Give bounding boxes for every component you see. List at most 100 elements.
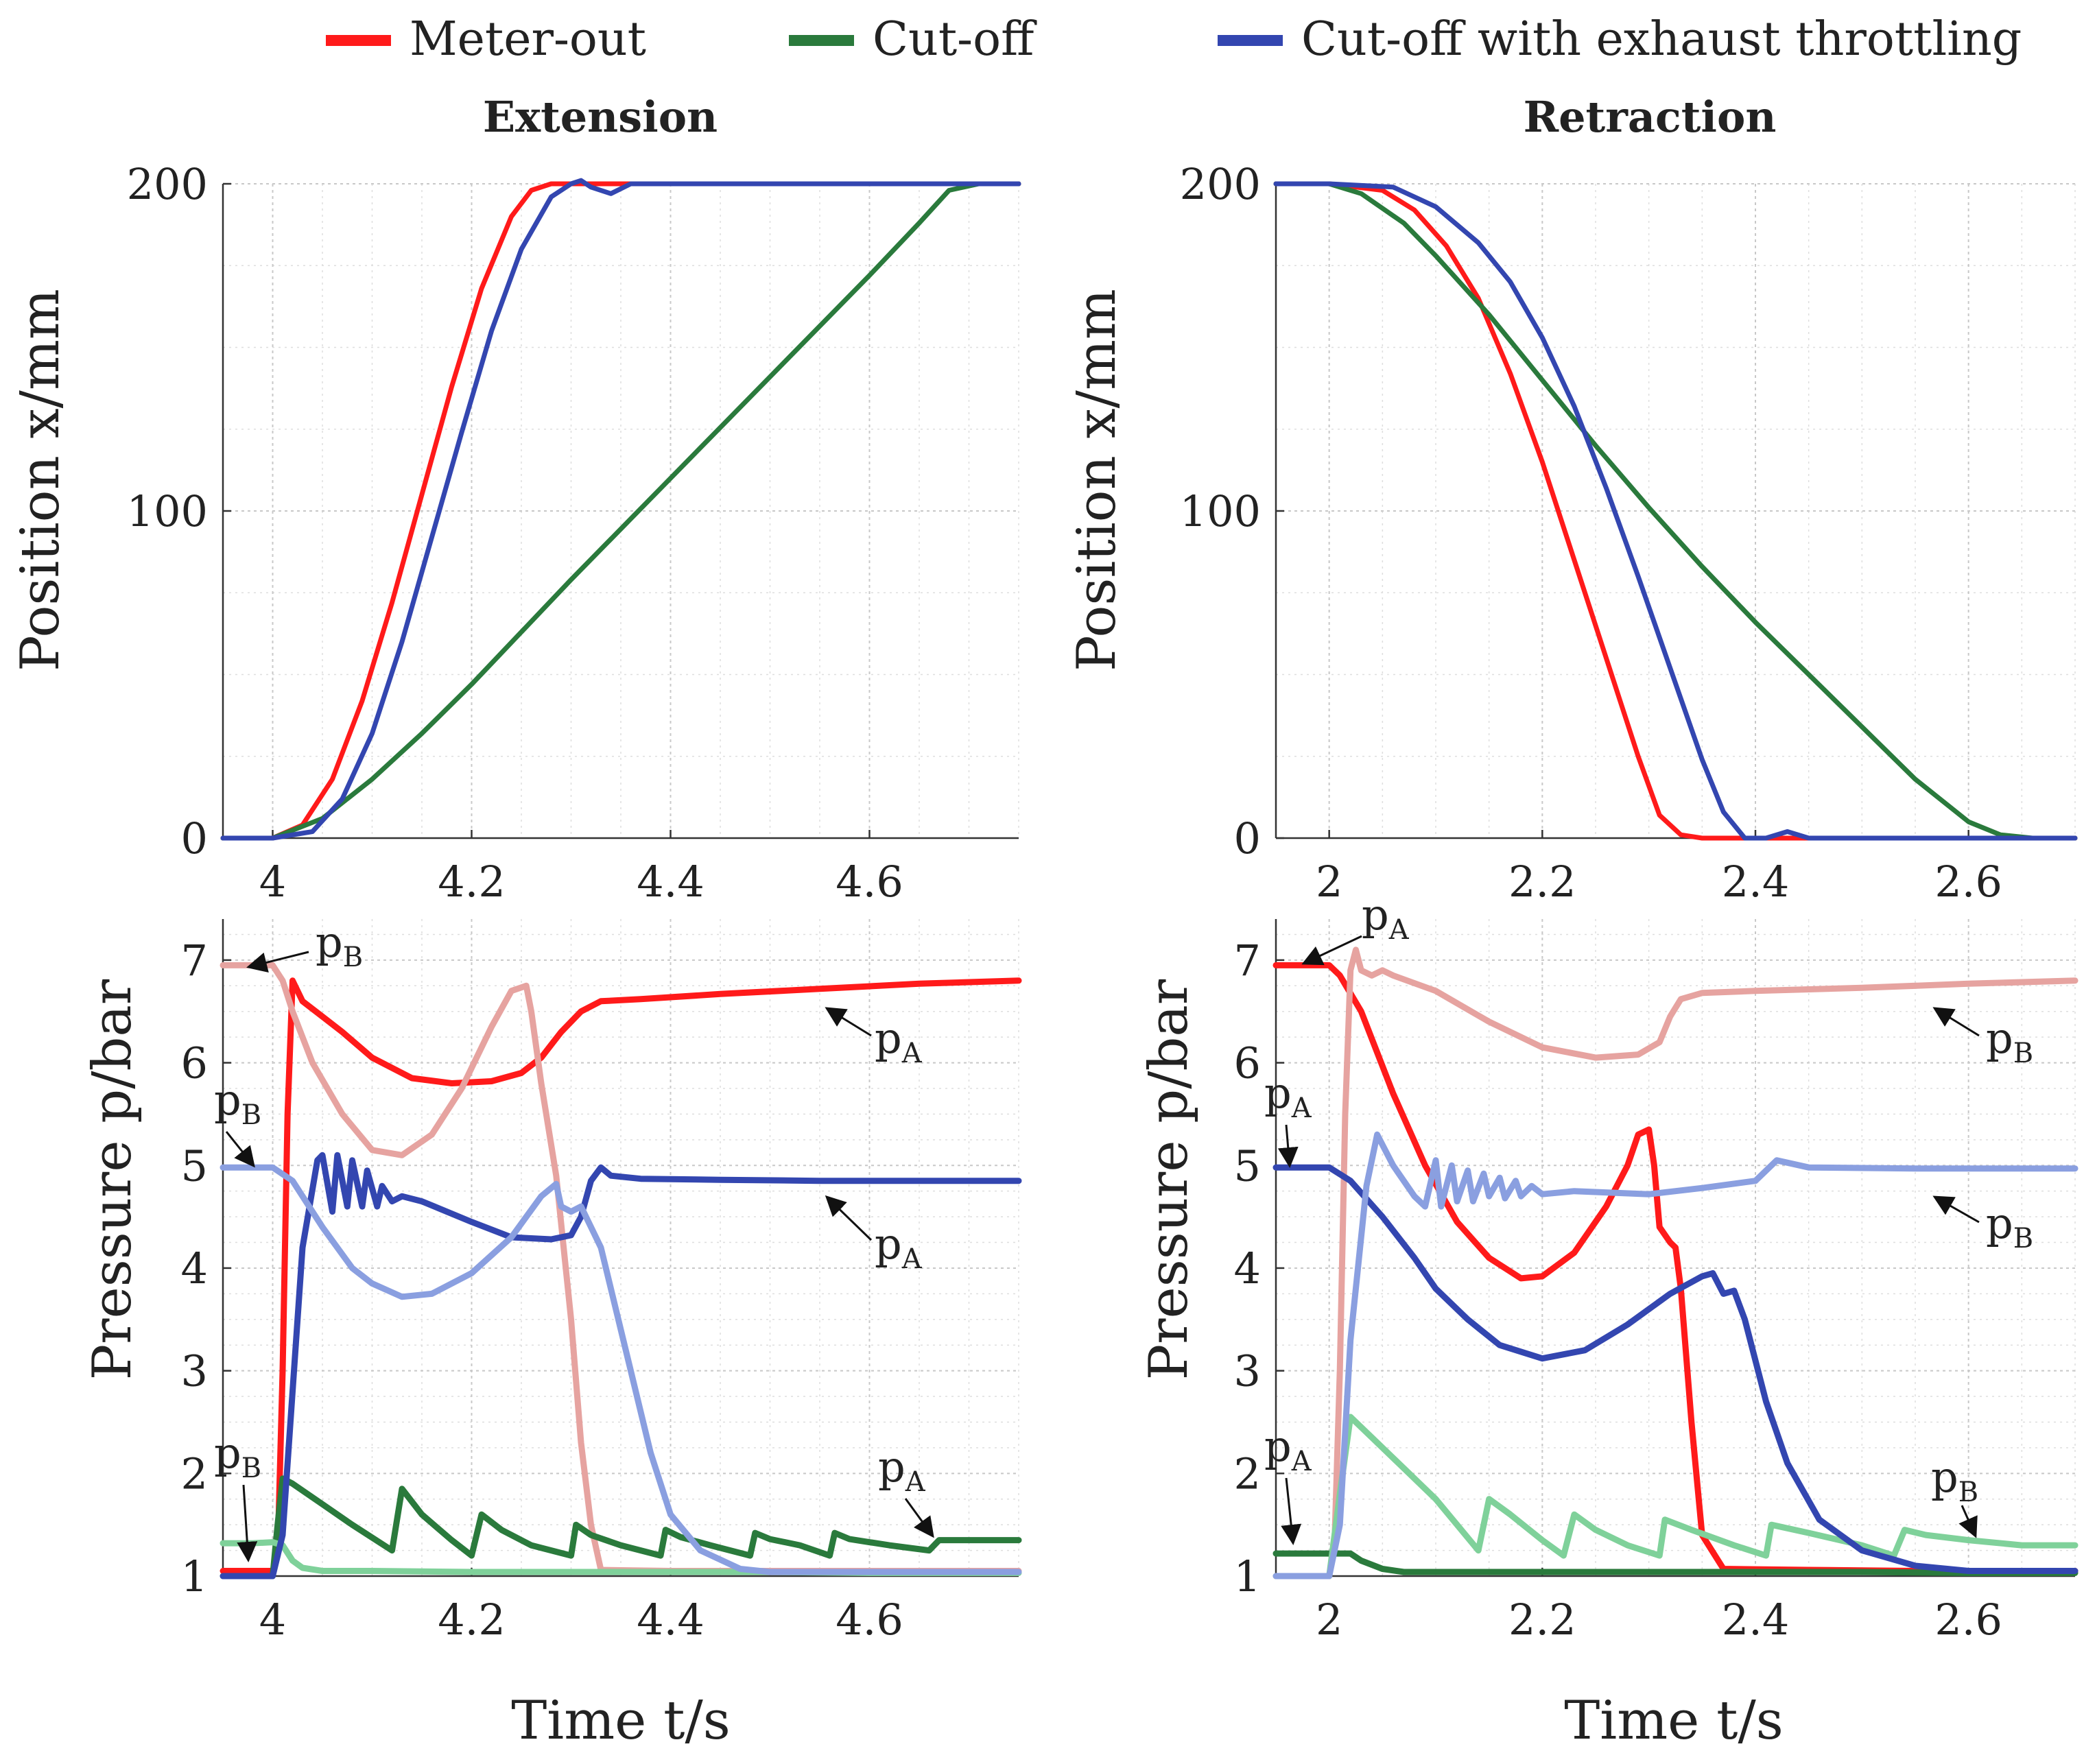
y-tick-label: 5 xyxy=(181,1141,208,1191)
annotation-subscript: B xyxy=(241,1099,261,1131)
x-tick-label: 2.6 xyxy=(1934,857,2002,907)
annotation-subscript: A xyxy=(901,1243,923,1275)
legend-label-meter-out: Meter-out xyxy=(410,12,646,67)
annotation-arrow xyxy=(225,1131,255,1168)
annotation-arrow xyxy=(904,1498,934,1538)
ext-pressure-ylabel: Pressure p/bar xyxy=(82,979,143,1380)
annotation-label: pA xyxy=(1362,890,1410,946)
annotation-p: p xyxy=(875,1219,902,1269)
ext-time-xlabel: Time t/s xyxy=(511,1690,731,1752)
y-tick-label: 7 xyxy=(1234,935,1261,986)
annotation-label: pA xyxy=(1264,1068,1312,1124)
series-line-throttle-pb xyxy=(220,1164,1022,1575)
annotation-label: pB xyxy=(316,917,363,973)
x-tick-label: 2.4 xyxy=(1722,857,1790,907)
y-tick-label: 4 xyxy=(1234,1243,1261,1294)
y-tick-label: 7 xyxy=(181,935,208,986)
annotation-arrow xyxy=(1301,935,1362,966)
x-tick-label: 4.2 xyxy=(438,1595,506,1645)
x-tick-label: 2 xyxy=(1316,857,1342,907)
annotation-p: p xyxy=(1931,1452,1958,1502)
x-tick-label: 4.4 xyxy=(637,1595,704,1645)
y-tick-label: 200 xyxy=(127,159,208,209)
series-line-cut-off-with-exhaust-throttling xyxy=(1273,181,2078,841)
retraction-title: Retraction xyxy=(1524,92,1777,142)
series-line-cut-off-pb xyxy=(1272,1414,2079,1580)
annotation-label: pA xyxy=(875,1013,923,1069)
series-line-cut-off-with-exhaust-throttling xyxy=(220,178,1021,841)
y-tick-label: 1 xyxy=(1234,1551,1261,1601)
annotation-p: p xyxy=(1986,1013,2013,1063)
annotation-subscript: A xyxy=(1388,914,1410,946)
annotation-subscript: B xyxy=(2013,1038,2033,1069)
annotation-p: p xyxy=(1264,1068,1292,1118)
y-tick-label: 2 xyxy=(1234,1449,1261,1499)
annotation-p: p xyxy=(1362,890,1389,940)
y-tick-label: 6 xyxy=(1234,1038,1261,1088)
ext-position-ylabel: Position x/mm xyxy=(10,289,71,671)
annotation-p: p xyxy=(1986,1198,2013,1248)
y-tick-label: 1 xyxy=(181,1551,208,1601)
x-tick-label: 4.6 xyxy=(836,1595,903,1645)
annotation-p: p xyxy=(214,1428,241,1478)
annotation-arrow xyxy=(246,951,309,973)
series-line-meter-out-pb xyxy=(1272,946,2079,1580)
x-tick-label: 2.4 xyxy=(1722,1595,1790,1645)
annotation-p: p xyxy=(316,917,343,967)
x-tick-label: 4.4 xyxy=(637,857,704,907)
x-tick-label: 2.6 xyxy=(1934,1595,2002,1645)
annotation-label: pB xyxy=(214,1428,261,1484)
y-tick-label: 6 xyxy=(181,1038,208,1088)
annotation-label: pB xyxy=(1986,1013,2033,1069)
series-line-throttle-pa xyxy=(220,1152,1022,1580)
annotation-arrow xyxy=(1932,1007,1980,1037)
series-line-cut-off xyxy=(1273,181,2078,841)
y-tick-label: 100 xyxy=(1180,486,1261,536)
annotation-p: p xyxy=(875,1013,902,1063)
annotation-arrow xyxy=(1277,1124,1299,1168)
annotation-arrow xyxy=(1958,1505,1978,1538)
annotation-label: pB xyxy=(1986,1198,2033,1254)
annotation-arrow xyxy=(1932,1195,1980,1224)
annotation-label: pA xyxy=(875,1219,923,1275)
annotation-subscript: A xyxy=(1291,1446,1312,1477)
annotation-label: pB xyxy=(214,1075,261,1131)
x-tick-label: 2 xyxy=(1316,1595,1342,1645)
annotation-p: p xyxy=(214,1075,241,1125)
annotation-arrow xyxy=(825,1195,873,1241)
y-tick-label: 3 xyxy=(1234,1346,1261,1396)
annotation-arrow xyxy=(237,1484,258,1562)
series-line-throttle-pb xyxy=(1272,1131,2079,1580)
annotation-subscript: A xyxy=(905,1466,926,1498)
annotation-label: pA xyxy=(878,1442,926,1498)
x-tick-label: 4.6 xyxy=(836,857,903,907)
annotation-subscript: B xyxy=(1958,1477,1978,1508)
chart-ret_pos: 2 2.2 2.4 2.6 0 100 200 xyxy=(1180,159,2078,907)
x-tick-label: 4.2 xyxy=(438,857,506,907)
series-line-throttle-pa xyxy=(1272,1164,2079,1574)
series-line-meter-out xyxy=(220,181,1021,841)
annotation-p: p xyxy=(1264,1421,1292,1471)
y-tick-label: 0 xyxy=(181,813,208,863)
x-tick-label: 2.2 xyxy=(1508,857,1576,907)
legend: Meter-out Cut-off Cut-off with exhaust t… xyxy=(326,12,2022,67)
series-line-cut-off-pa xyxy=(220,1475,1022,1580)
series-line-meter-out xyxy=(1273,181,2078,841)
y-tick-label: 4 xyxy=(181,1243,208,1294)
x-tick-label: 2.2 xyxy=(1508,1595,1576,1645)
legend-label-cut-off-throttling: Cut-off with exhaust throttling xyxy=(1301,12,2022,67)
series-line-meter-out-pa xyxy=(1272,962,2079,1574)
annotation-subscript: A xyxy=(1291,1093,1312,1124)
y-tick-label: 200 xyxy=(1180,159,1261,209)
annotation-arrow xyxy=(825,1007,872,1037)
ret-pressure-ylabel: Pressure p/bar xyxy=(1138,979,1200,1380)
annotation-p: p xyxy=(878,1442,905,1492)
series-line-meter-out-pa xyxy=(220,977,1022,1574)
chart-ext_pos: 4 4.2 4.4 4.6 0 100 200 xyxy=(127,159,1021,907)
x-tick-label: 4 xyxy=(259,1595,286,1645)
y-tick-label: 0 xyxy=(1234,813,1261,863)
annotation-subscript: B xyxy=(241,1453,261,1484)
